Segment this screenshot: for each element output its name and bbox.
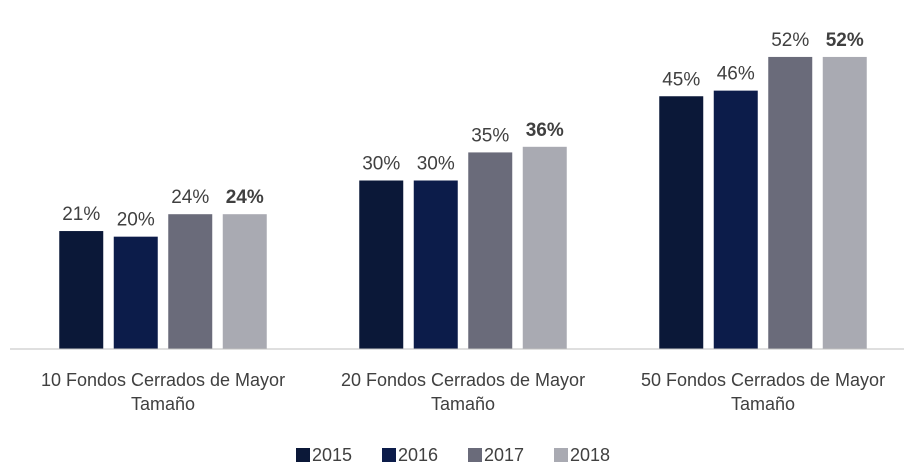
- value-label: 46%: [717, 64, 755, 85]
- value-label: 30%: [362, 154, 400, 175]
- bar: [168, 214, 213, 349]
- value-label: 24%: [171, 187, 209, 208]
- x-tick-label: 10 Fondos Cerrados de Mayor Tamaño: [40, 370, 286, 414]
- value-label: 30%: [417, 154, 455, 175]
- legend-swatch: [382, 448, 396, 462]
- value-label: 35%: [471, 125, 509, 146]
- bar: [113, 236, 158, 349]
- legend-label: 2018: [570, 445, 610, 462]
- legend-swatch: [468, 448, 482, 462]
- value-label: 20%: [117, 210, 155, 231]
- x-tick-label: 50 Fondos Cerrados de Mayor Tamaño: [640, 370, 886, 414]
- bar: [222, 214, 267, 349]
- bar: [659, 96, 704, 349]
- value-label: 36%: [526, 120, 564, 141]
- bar: [713, 90, 758, 349]
- legend-label: 2015: [312, 445, 352, 462]
- bar: [359, 180, 404, 349]
- bar: [522, 146, 567, 349]
- bar: [468, 152, 513, 349]
- value-label: 24%: [226, 187, 264, 208]
- bar: [768, 56, 813, 349]
- value-label: 52%: [771, 30, 809, 51]
- legend-label: 2016: [398, 445, 438, 462]
- value-label: 52%: [826, 30, 864, 51]
- legend-label: 2017: [484, 445, 524, 462]
- legend-swatch: [296, 448, 310, 462]
- value-label: 21%: [62, 204, 100, 225]
- x-tick-label: 20 Fondos Cerrados de Mayor Tamaño: [340, 370, 586, 414]
- bar: [59, 231, 104, 349]
- bar: [822, 56, 867, 349]
- value-label: 45%: [662, 69, 700, 90]
- bar: [413, 180, 458, 349]
- legend-swatch: [554, 448, 568, 462]
